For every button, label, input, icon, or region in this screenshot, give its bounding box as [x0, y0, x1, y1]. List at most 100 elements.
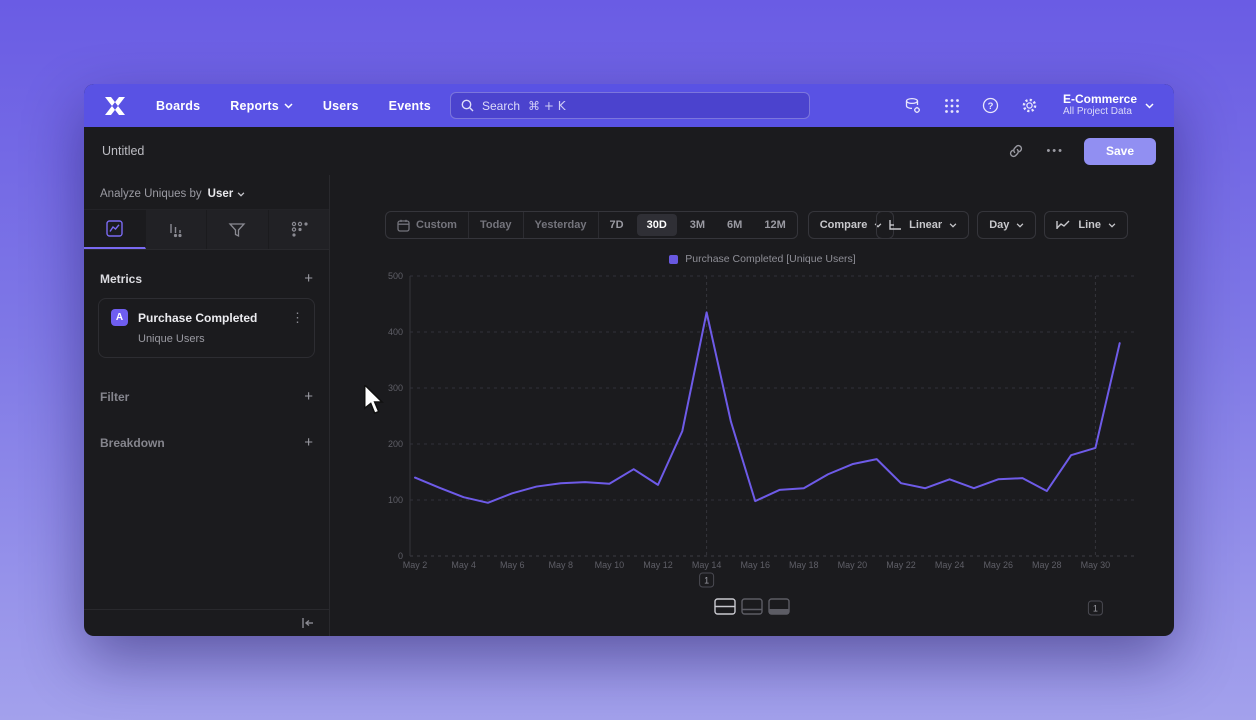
report-title[interactable]: Untitled [102, 144, 145, 158]
mixpanel-logo-icon [105, 96, 125, 115]
line-chart: 0 100 200 300 400 500 May 2 May 4 May 6 May 8 May … [388, 271, 1135, 616]
xtick-may-24: May 24 [935, 560, 965, 570]
ytick-200: 200 [388, 439, 403, 449]
more-options-icon[interactable]: ••• [1046, 145, 1064, 157]
settings-gear-icon[interactable] [1020, 96, 1040, 116]
range-today[interactable]: Today [469, 212, 524, 238]
axis-scale-icon [889, 220, 902, 230]
app-body: Analyze Uniques by User [84, 175, 1174, 636]
app-window: Boards Reports Users Events Search ⌘ + K [84, 84, 1174, 636]
xtick-may-4: May 4 [451, 560, 476, 570]
mixpanel-logo[interactable] [104, 96, 130, 116]
search-icon [461, 99, 474, 112]
chevron-down-icon [1145, 102, 1154, 109]
xtick-may-10: May 10 [595, 560, 625, 570]
split-view-toggle[interactable] [714, 598, 736, 615]
ytick-100: 100 [388, 495, 403, 505]
project-name: E-Commerce [1062, 92, 1137, 106]
range-6m[interactable]: 6M [716, 212, 753, 238]
interval-dropdown[interactable]: Day [977, 211, 1037, 239]
metric-badge: A [111, 309, 128, 326]
top-navigation: Boards Reports Users Events Search ⌘ + K [84, 84, 1174, 127]
xtick-may-30: May 30 [1081, 560, 1111, 570]
chart-toolbar-right: Linear Day Line [876, 211, 1128, 239]
legend-swatch [669, 254, 679, 264]
range-yesterday[interactable]: Yesterday [524, 212, 599, 238]
range-30d[interactable]: 30D [636, 214, 677, 236]
top-nav-right: ? E-Commerce All Project Data [903, 93, 1154, 118]
nav-boards[interactable]: Boards [156, 98, 201, 113]
nav-events[interactable]: Events [388, 98, 431, 113]
nav-users[interactable]: Users [322, 98, 359, 113]
svg-text:?: ? [988, 101, 994, 112]
ytick-300: 300 [388, 383, 403, 393]
xtick-may-22: May 22 [886, 560, 916, 570]
metrics-section-header: Metrics + [84, 250, 329, 286]
tab-funnels[interactable] [207, 210, 269, 249]
tab-insights[interactable] [84, 210, 146, 249]
range-7d[interactable]: 7D [599, 212, 635, 238]
filter-section: Filter + [84, 388, 329, 405]
xtick-may-8: May 8 [549, 560, 574, 570]
breakdown-section: Breakdown + [84, 434, 329, 451]
project-selector[interactable]: E-Commerce All Project Data [1063, 93, 1154, 118]
metric-menu-icon[interactable]: ⋮ [291, 309, 304, 325]
search-shortcut: ⌘ + K [528, 98, 566, 113]
funnel-icon [228, 222, 246, 237]
range-custom[interactable]: Custom [386, 212, 469, 238]
share-link-icon[interactable] [1006, 141, 1026, 161]
range-3m[interactable]: 3M [679, 212, 716, 238]
metric-card[interactable]: A Purchase Completed ⋮ Unique Users [98, 298, 315, 358]
table-view-toggle[interactable] [768, 598, 790, 615]
chart-type-dropdown[interactable]: Line [1044, 211, 1128, 239]
series-line-purchase-completed [414, 311, 1121, 504]
help-icon[interactable]: ? [981, 96, 1001, 116]
apps-grid-icon[interactable] [942, 96, 962, 116]
calendar-icon [397, 219, 410, 232]
nav-reports[interactable]: Reports [230, 99, 293, 113]
scale-dropdown[interactable]: Linear [876, 211, 970, 239]
line-chart-box-icon [106, 220, 123, 237]
sidebar-footer [84, 609, 329, 636]
analyze-row: Analyze Uniques by User [84, 175, 329, 209]
search-input[interactable]: Search ⌘ + K [450, 92, 810, 119]
chart-legend: Purchase Completed [Unique Users] [385, 253, 1140, 265]
xtick-may-2: May 2 [403, 560, 428, 570]
view-layout-toggles [330, 598, 1174, 615]
annotation-badge-may-14[interactable] [699, 572, 715, 588]
chart-toolbar-left: Custom Today Yesterday 7D 30D 3M 6M 12M Compare [385, 211, 895, 239]
add-breakdown-button[interactable]: + [304, 434, 313, 451]
date-range-group: Custom Today Yesterday 7D 30D 3M 6M 12M [385, 211, 798, 239]
xtick-may-6: May 6 [500, 560, 525, 570]
xtick-may-18: May 18 [789, 560, 819, 570]
analyze-label: Analyze Uniques by [100, 188, 202, 200]
legend-label: Purchase Completed [Unique Users] [685, 253, 856, 265]
xtick-may-16: May 16 [740, 560, 770, 570]
tab-flows[interactable] [268, 210, 329, 249]
chart-panel: Custom Today Yesterday 7D 30D 3M 6M 12M Compare… [330, 175, 1174, 636]
query-sidebar: Analyze Uniques by User [84, 175, 330, 636]
report-type-tabs [84, 209, 329, 250]
chevron-down-icon [949, 222, 957, 228]
chevron-down-icon [284, 102, 293, 109]
range-12m[interactable]: 12M [753, 212, 796, 238]
chart-view-toggle[interactable] [741, 598, 763, 615]
xtick-may-26: May 26 [983, 560, 1013, 570]
tab-bar-report[interactable] [145, 210, 207, 249]
analyze-entity-dropdown[interactable]: User [208, 188, 246, 200]
flow-dots-icon [291, 221, 308, 237]
metric-type-dropdown[interactable]: Unique Users [138, 333, 205, 345]
report-header: Untitled ••• Save [84, 127, 1174, 175]
chevron-down-icon [237, 191, 245, 197]
save-button[interactable]: Save [1084, 137, 1156, 165]
bar-chart-icon [170, 224, 182, 238]
main-nav: Boards Reports Users Events [156, 99, 431, 113]
add-metric-button[interactable]: + [304, 270, 313, 287]
annotation-badge-label: 1 [704, 576, 709, 586]
data-definitions-icon[interactable] [903, 96, 923, 116]
chevron-down-icon [1017, 222, 1024, 228]
xtick-may-28: May 28 [1032, 560, 1062, 570]
add-filter-button[interactable]: + [304, 388, 313, 405]
xtick-may-20: May 20 [838, 560, 868, 570]
collapse-sidebar-icon[interactable] [301, 617, 315, 629]
